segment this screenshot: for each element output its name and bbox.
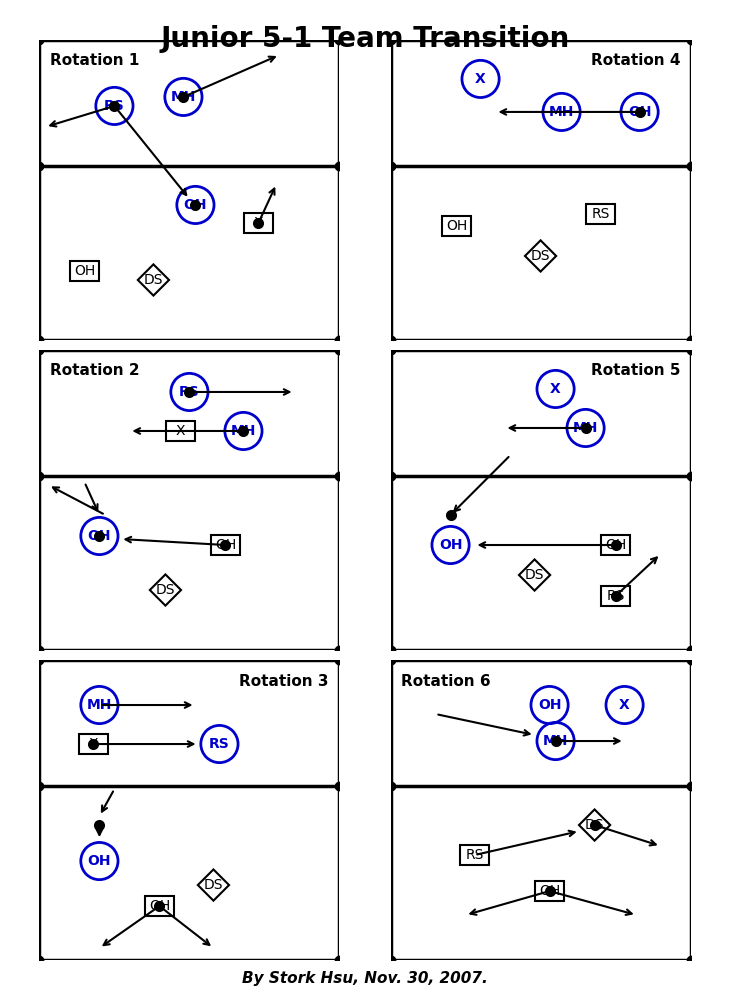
Text: OH: OH xyxy=(628,105,651,119)
Text: MH: MH xyxy=(549,105,575,119)
Text: MH: MH xyxy=(171,90,196,104)
Text: MH: MH xyxy=(231,424,256,438)
Bar xyxy=(79,735,107,753)
Bar xyxy=(442,217,471,236)
Text: MH: MH xyxy=(87,698,112,712)
Bar xyxy=(145,896,174,916)
Bar xyxy=(602,586,630,606)
Text: Rotation 3: Rotation 3 xyxy=(239,674,329,689)
Text: X: X xyxy=(475,72,486,86)
Text: X: X xyxy=(619,698,630,712)
Text: OH: OH xyxy=(605,538,626,552)
Text: Rotation 6: Rotation 6 xyxy=(401,674,491,689)
Bar xyxy=(211,535,239,555)
Text: By Stork Hsu, Nov. 30, 2007.: By Stork Hsu, Nov. 30, 2007. xyxy=(242,971,488,986)
Text: X: X xyxy=(254,216,264,230)
Text: MH: MH xyxy=(573,421,599,435)
Bar xyxy=(602,535,630,555)
Text: X: X xyxy=(550,382,561,396)
Text: Rotation 2: Rotation 2 xyxy=(50,363,139,378)
Text: OH: OH xyxy=(215,538,236,552)
Text: OH: OH xyxy=(74,263,95,278)
Text: DS: DS xyxy=(531,249,550,262)
Text: OH: OH xyxy=(149,899,170,913)
Text: RS: RS xyxy=(179,385,200,399)
Text: OH: OH xyxy=(539,884,560,898)
Text: RS: RS xyxy=(591,207,610,221)
Text: RS: RS xyxy=(465,848,484,862)
Text: X: X xyxy=(88,738,98,751)
Text: RS: RS xyxy=(607,589,625,603)
Text: MH: MH xyxy=(543,734,568,748)
Text: RS: RS xyxy=(209,738,230,751)
Text: X: X xyxy=(176,424,185,438)
Text: Rotation 1: Rotation 1 xyxy=(50,54,139,69)
Text: DS: DS xyxy=(155,583,175,597)
Text: OH: OH xyxy=(538,698,561,712)
Text: DS: DS xyxy=(525,568,545,582)
Bar xyxy=(245,214,273,233)
Text: OH: OH xyxy=(184,198,207,212)
Bar xyxy=(535,881,564,901)
Text: RS: RS xyxy=(104,99,125,113)
Bar xyxy=(166,421,195,441)
Text: OH: OH xyxy=(446,219,467,233)
Bar xyxy=(586,205,615,224)
Text: Rotation 5: Rotation 5 xyxy=(591,363,680,378)
Bar xyxy=(461,845,489,865)
Text: DS: DS xyxy=(204,878,223,892)
Text: OH: OH xyxy=(439,538,462,552)
Text: DS: DS xyxy=(585,818,604,832)
Text: OH: OH xyxy=(88,854,111,868)
Bar xyxy=(70,261,99,280)
Text: Junior 5-1 Team Transition: Junior 5-1 Team Transition xyxy=(161,25,569,53)
Text: Rotation 4: Rotation 4 xyxy=(591,54,680,69)
Text: OH: OH xyxy=(88,529,111,543)
Text: DS: DS xyxy=(144,273,164,287)
